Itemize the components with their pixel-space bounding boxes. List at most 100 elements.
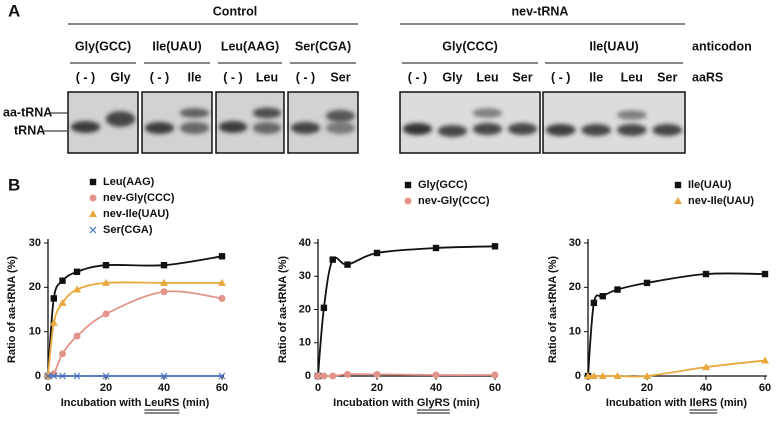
marker: [50, 295, 57, 302]
marker: [344, 370, 351, 378]
band: [252, 107, 282, 119]
band: [179, 108, 210, 118]
marker: [160, 372, 168, 380]
marker: [404, 197, 412, 205]
marker: [373, 249, 381, 257]
x-axis-label: Incubation with IleRS (min): [606, 397, 748, 409]
marker: [432, 371, 440, 379]
marker: [59, 372, 66, 380]
lane-label: ( - ): [551, 70, 570, 84]
lane-label: Leu: [476, 70, 498, 84]
y-tick-label: 20: [569, 281, 581, 293]
legend-label: Ser(CGA): [103, 224, 153, 236]
y-tick-label: 30: [299, 270, 311, 282]
marker: [218, 278, 226, 286]
band: [105, 111, 136, 127]
x-tick-label: 60: [489, 382, 501, 394]
marker: [102, 372, 110, 380]
marker: [329, 256, 336, 263]
lane-label: Gly: [442, 70, 462, 84]
lane-label: Leu: [256, 70, 278, 84]
marker: [89, 194, 97, 202]
lane-label: Ser: [657, 70, 677, 84]
marker: [373, 370, 381, 378]
marker: [160, 261, 168, 269]
marker: [761, 356, 769, 364]
gel: [141, 91, 213, 154]
axis: [587, 239, 767, 377]
marker: [89, 178, 97, 186]
marker: [590, 299, 598, 307]
band: [472, 123, 503, 135]
band: [325, 110, 356, 122]
band: [144, 122, 175, 134]
marker: [218, 253, 226, 260]
band: [218, 121, 248, 133]
marker: [674, 181, 682, 189]
anticodon-label: Ile(UAU): [152, 39, 201, 53]
x-tick-label: 40: [700, 382, 712, 394]
x-axis-label: Incubation with GlyRS (min): [333, 397, 480, 409]
y-tick-label: 0: [35, 370, 41, 382]
axis: [47, 239, 224, 377]
y-tick-label: 40: [299, 237, 311, 249]
marker: [89, 226, 97, 234]
marker: [73, 372, 81, 380]
band: [325, 122, 356, 134]
x-tick-label: 20: [641, 382, 653, 394]
y-tick-label: 20: [29, 281, 41, 293]
marker: [320, 304, 328, 312]
lane-label: Leu: [621, 70, 643, 84]
panel-b: B 0 10 20 30 0 20 40 60 Ratio of aa-tRNA (%) Incu…: [6, 175, 771, 414]
y-axis-label: Ratio of aa-tRNA (%): [547, 256, 559, 363]
legend-label: nev-Ile(UAU): [688, 195, 754, 207]
marker: [761, 270, 769, 278]
marker: [102, 310, 110, 318]
gel: [542, 91, 686, 154]
band: [472, 108, 503, 118]
panel-label: B: [8, 175, 20, 194]
x-tick-label: 0: [315, 382, 321, 394]
y-axis-label: Ratio of aa-tRNA (%): [277, 256, 289, 363]
anticodon-label: Ser(CGA): [295, 39, 351, 53]
anticodon-label: Leu(AAG): [221, 39, 279, 53]
axis: [317, 239, 497, 377]
marker: [102, 261, 110, 269]
lane-label: ( - ): [223, 70, 242, 84]
lane-label: Gly: [110, 70, 130, 84]
marker: [160, 288, 168, 296]
band: [507, 123, 538, 135]
x-tick-label: 20: [371, 382, 383, 394]
band: [290, 122, 321, 134]
series-line: [47, 281, 222, 377]
y-tick-label: 30: [29, 237, 41, 249]
band: [70, 121, 101, 133]
x-tick-label: 40: [430, 382, 442, 394]
marker: [643, 279, 651, 287]
marker: [432, 244, 440, 252]
band: [581, 124, 612, 136]
marker: [73, 285, 81, 293]
marker: [218, 372, 226, 380]
anticodon-label: Gly(CCC): [442, 39, 498, 53]
band: [616, 124, 647, 136]
panel-label: A: [8, 1, 20, 20]
x-tick-label: 40: [158, 382, 170, 394]
marker: [329, 372, 337, 380]
marker: [598, 372, 607, 379]
marker: [643, 372, 651, 379]
marker: [674, 197, 682, 204]
series-line: [47, 290, 223, 378]
lane-label: ( - ): [296, 70, 315, 84]
band: [402, 123, 433, 135]
gel: [287, 91, 359, 154]
y-tick-label: 10: [299, 337, 311, 349]
marker: [584, 372, 592, 379]
marker: [344, 261, 351, 268]
marker: [702, 270, 710, 278]
lane-label: ( - ): [76, 70, 95, 84]
y-tick-label: 0: [575, 370, 581, 382]
marker: [491, 243, 499, 250]
group-title: Control: [213, 4, 257, 18]
